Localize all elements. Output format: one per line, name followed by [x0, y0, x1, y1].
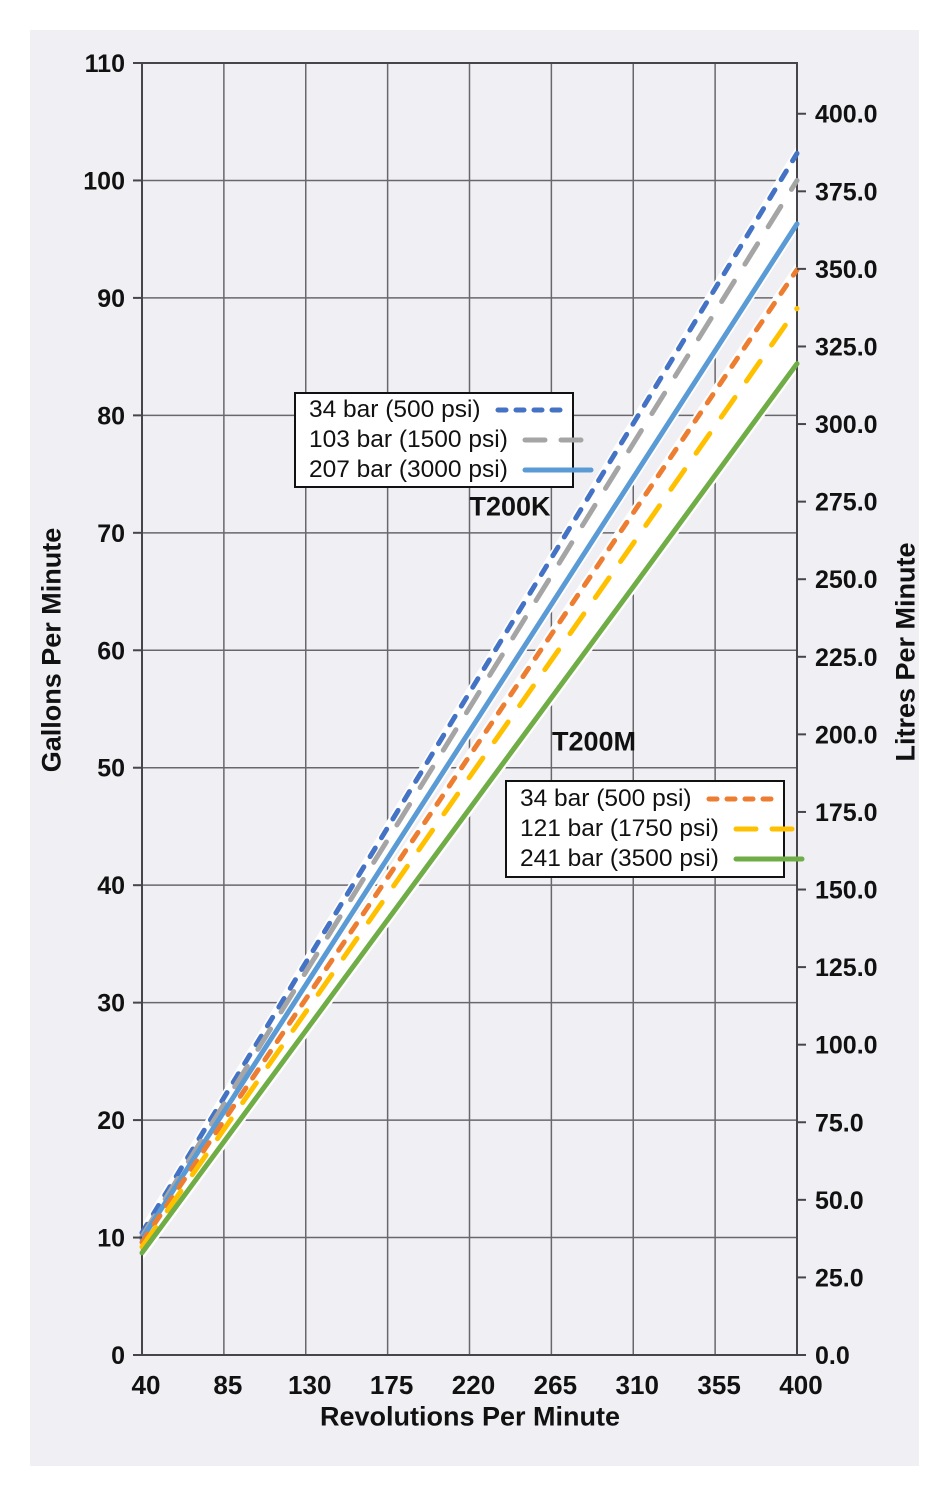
legend-row: 121 bar (1750 psi) [520, 815, 805, 843]
y-right-tick-label: 50.0 [815, 1187, 864, 1215]
legend-row: 103 bar (1500 psi) [309, 426, 594, 454]
legend-line-sample [733, 856, 805, 862]
x-axis-title: Revolutions Per Minute [319, 1401, 621, 1432]
x-tick-label: 85 [213, 1370, 242, 1400]
y-right-tick-label: 175.0 [815, 799, 878, 827]
group-label-t200k: T200K [469, 491, 551, 522]
legend-label: 103 bar (1500 psi) [309, 426, 508, 453]
y-right-tick-label: 75.0 [815, 1109, 864, 1137]
legend-label: 34 bar (500 psi) [520, 785, 692, 812]
legend-t200m: 34 bar (500 psi) 121 bar (1750 psi) 241 ba… [505, 780, 805, 878]
y-right-tick-label: 250.0 [815, 566, 878, 594]
y-left-tick-label: 20 [97, 1107, 125, 1135]
legend-row: 34 bar (500 psi) [309, 396, 567, 424]
y-right-tick-label: 300.0 [815, 411, 878, 439]
y-left-tick-label: 60 [97, 637, 125, 665]
series-line-5 [139, 361, 800, 1256]
y-right-tick-label: 125.0 [815, 954, 878, 982]
legend-label: 121 bar (1750 psi) [520, 815, 719, 842]
y-right-tick-label: 375.0 [815, 178, 878, 206]
y-axis-left-title: Gallons Per Minute [36, 527, 67, 773]
y-left-tick-label: 110 [85, 50, 125, 78]
series-line-2 [139, 221, 800, 1242]
y-left-tick-label: 40 [97, 872, 125, 900]
x-tick-label: 265 [534, 1370, 577, 1400]
y-right-tick-label: 350.0 [815, 256, 878, 284]
y-right-tick-label: 400.0 [815, 101, 878, 129]
legend-row: 241 bar (3500 psi) [520, 845, 805, 873]
legend-label: 34 bar (500 psi) [309, 396, 481, 423]
series-line-3 [139, 267, 800, 1245]
x-tick-label: 40 [132, 1370, 161, 1400]
x-tick-label: 220 [452, 1370, 495, 1400]
series-line-1 [139, 177, 800, 1239]
y-right-tick-label: 225.0 [815, 644, 878, 672]
y-left-tick-label: 90 [97, 285, 125, 313]
y-left-tick-label: 0 [111, 1342, 125, 1370]
y-left-tick-label: 10 [97, 1225, 125, 1253]
y-right-tick-label: 200.0 [815, 721, 878, 749]
y-left-tick-label: 100 [83, 167, 125, 195]
y-left-tick-label: 80 [97, 402, 125, 430]
y-right-tick-label: 275.0 [815, 489, 878, 517]
x-tick-label: 175 [370, 1370, 413, 1400]
series-line-4 [139, 305, 800, 1250]
plot-border [141, 62, 798, 1356]
y-right-tick-label: 100.0 [815, 1032, 878, 1060]
legend-line-sample [522, 467, 594, 473]
y-left-tick-label: 30 [97, 990, 125, 1018]
legend-label: 207 bar (3000 psi) [309, 456, 508, 483]
x-tick-label: 310 [616, 1370, 659, 1400]
group-label-t200m: T200M [551, 726, 637, 757]
y-right-tick-label: 150.0 [815, 877, 878, 905]
y-right-tick-label: 325.0 [815, 333, 878, 361]
legend-label: 241 bar (3500 psi) [520, 845, 719, 872]
y-right-tick-label: 0.0 [815, 1342, 850, 1370]
legend-line-sample [522, 437, 594, 443]
x-tick-label: 355 [697, 1370, 740, 1400]
legend-row: 34 bar (500 psi) [520, 785, 778, 813]
legend-line-sample [733, 826, 805, 832]
y-left-tick-label: 50 [97, 755, 125, 783]
legend-line-sample [495, 407, 567, 413]
y-axis-right-title: Litres Per Minute [890, 542, 921, 762]
legend-row: 207 bar (3000 psi) [309, 456, 594, 484]
y-left-tick-label: 70 [97, 520, 125, 548]
x-tick-label: 400 [779, 1370, 822, 1400]
y-right-tick-label: 25.0 [815, 1264, 864, 1292]
legend-t200k: 34 bar (500 psi) 103 bar (1500 psi) 207 ba… [294, 392, 594, 488]
legend-line-sample [706, 796, 778, 802]
x-tick-label: 130 [288, 1370, 331, 1400]
